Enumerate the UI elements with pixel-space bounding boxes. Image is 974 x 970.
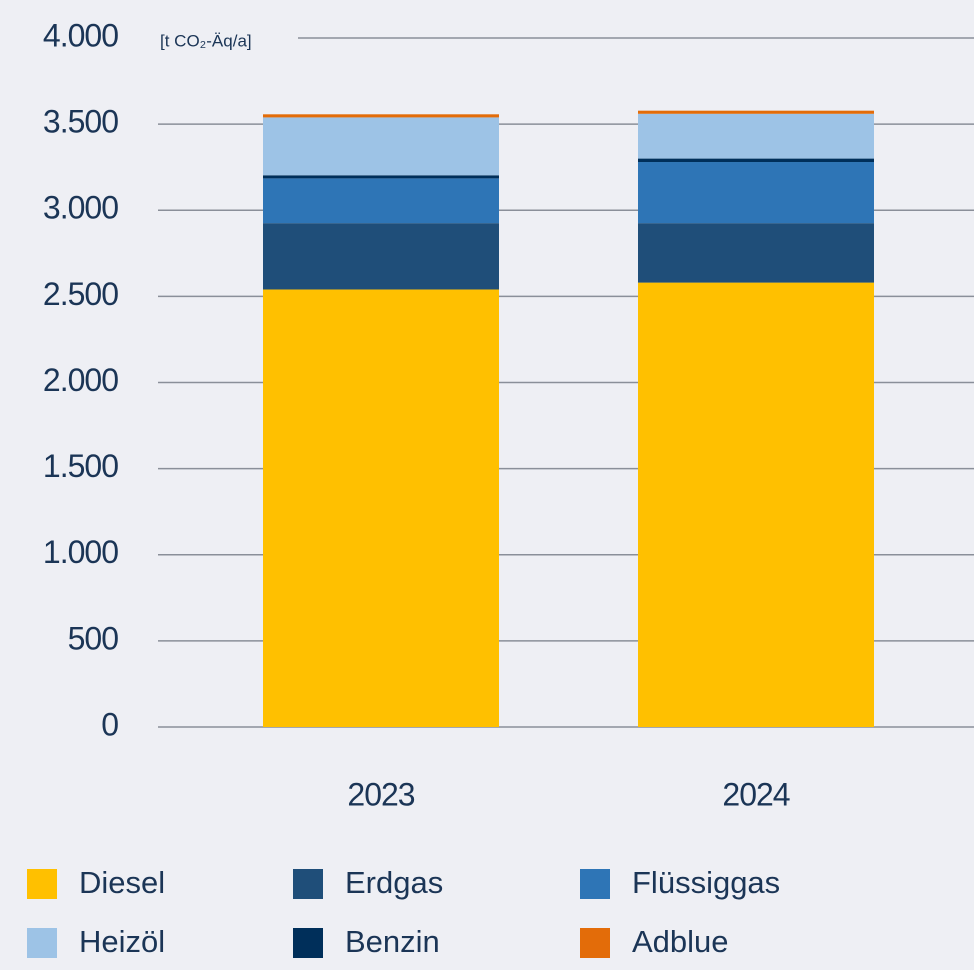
bar-segment: [263, 175, 499, 179]
bar-segment: [638, 282, 874, 727]
y-tick-label: 4.000: [43, 17, 118, 53]
legend-label: Heizöl: [79, 924, 165, 959]
legend-swatch: [293, 928, 323, 958]
y-tick-label: 3.500: [43, 104, 118, 140]
bar-segment: [263, 117, 499, 176]
bar-segment: [638, 162, 874, 224]
y-tick-label: 500: [68, 620, 119, 656]
legend-label: Benzin: [345, 924, 440, 959]
bar-segment: [638, 158, 874, 163]
x-tick-label: 2024: [722, 776, 789, 812]
legend-swatch: [27, 928, 57, 958]
y-tick-label: 1.500: [43, 448, 118, 484]
legend-label: Erdgas: [345, 865, 443, 900]
legend-swatch: [580, 869, 610, 899]
y-tick-label: 3.000: [43, 190, 118, 226]
bar-segment: [263, 178, 499, 224]
y-tick-label: 2.000: [43, 362, 118, 398]
legend-swatch: [580, 928, 610, 958]
y-tick-label: 0: [101, 706, 118, 742]
bar-segment: [638, 113, 874, 159]
legend-swatch: [27, 869, 57, 899]
legend-swatch: [293, 869, 323, 899]
y-tick-label: 2.500: [43, 276, 118, 312]
legend-label: Adblue: [632, 924, 729, 959]
y-tick-label: 1.000: [43, 534, 118, 570]
bar-segment: [638, 223, 874, 283]
x-tick-label: 2023: [347, 776, 414, 812]
legend-label: Flüssiggas: [632, 865, 780, 900]
y-axis-label: [t CO₂-Äq/a]: [160, 31, 252, 50]
bar-segment: [263, 289, 499, 727]
legend-label: Diesel: [79, 865, 165, 900]
bar-segment: [263, 223, 499, 290]
bar-segment: [638, 110, 874, 114]
bar-segment: [263, 114, 499, 118]
